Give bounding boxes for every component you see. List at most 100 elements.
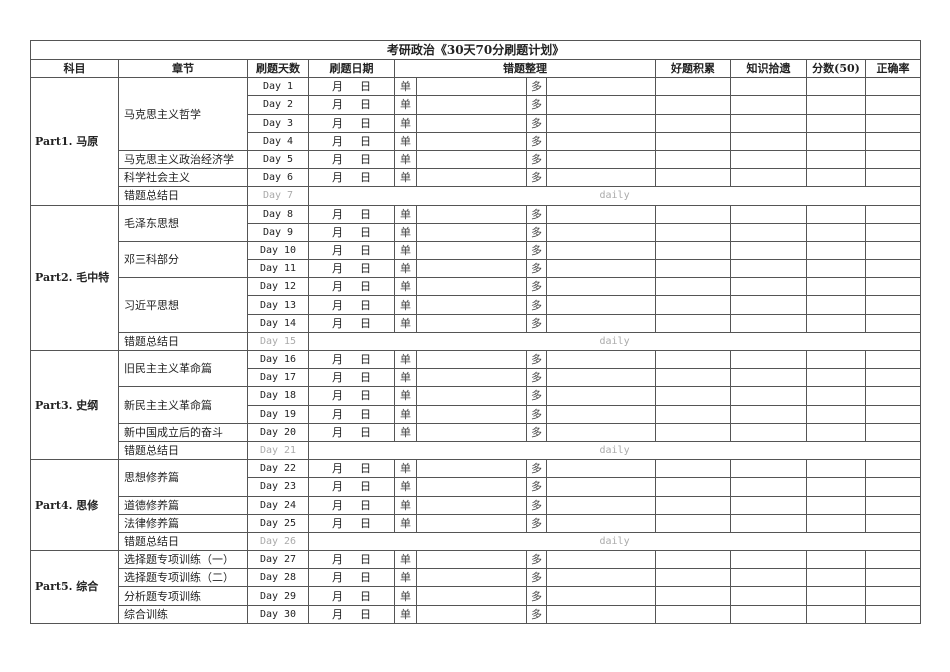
single-choice-input[interactable] [416, 550, 527, 570]
multi-choice-input[interactable] [546, 495, 656, 515]
single-choice-input[interactable] [416, 168, 527, 188]
score-cell[interactable] [806, 604, 866, 624]
knowledge-cell[interactable] [730, 477, 807, 497]
good-questions-cell[interactable] [655, 513, 731, 533]
good-questions-cell[interactable] [655, 604, 731, 624]
single-choice-input[interactable] [416, 586, 527, 606]
single-choice-input[interactable] [416, 131, 527, 151]
good-questions-cell[interactable] [655, 222, 731, 242]
single-choice-input[interactable] [416, 513, 527, 533]
score-cell[interactable] [806, 295, 866, 315]
accuracy-cell[interactable] [864, 77, 922, 97]
single-choice-input[interactable] [416, 95, 527, 115]
single-choice-input[interactable] [416, 459, 527, 479]
accuracy-cell[interactable] [864, 95, 922, 115]
knowledge-cell[interactable] [730, 240, 807, 261]
single-choice-input[interactable] [416, 422, 527, 442]
single-choice-input[interactable] [416, 77, 527, 97]
date-cell[interactable]: 月日 [308, 513, 395, 533]
single-choice-input[interactable] [416, 277, 527, 297]
good-questions-cell[interactable] [655, 349, 731, 370]
good-questions-cell[interactable] [655, 95, 731, 115]
single-choice-input[interactable] [416, 240, 527, 261]
knowledge-cell[interactable] [730, 95, 807, 115]
date-cell[interactable]: 月日 [308, 259, 395, 279]
accuracy-cell[interactable] [864, 168, 922, 188]
score-cell[interactable] [806, 313, 866, 333]
single-choice-input[interactable] [416, 368, 527, 388]
multi-choice-input[interactable] [546, 240, 656, 261]
accuracy-cell[interactable] [864, 295, 922, 315]
score-cell[interactable] [806, 495, 866, 515]
score-cell[interactable] [806, 568, 866, 588]
good-questions-cell[interactable] [655, 77, 731, 97]
score-cell[interactable] [806, 349, 866, 370]
multi-choice-input[interactable] [546, 95, 656, 115]
score-cell[interactable] [806, 277, 866, 297]
knowledge-cell[interactable] [730, 222, 807, 242]
score-cell[interactable] [806, 204, 866, 224]
score-cell[interactable] [806, 368, 866, 388]
knowledge-cell[interactable] [730, 77, 807, 97]
good-questions-cell[interactable] [655, 422, 731, 442]
good-questions-cell[interactable] [655, 204, 731, 224]
score-cell[interactable] [806, 168, 866, 188]
single-choice-input[interactable] [416, 313, 527, 333]
multi-choice-input[interactable] [546, 131, 656, 151]
accuracy-cell[interactable] [864, 240, 922, 261]
accuracy-cell[interactable] [864, 222, 922, 242]
date-cell[interactable]: 月日 [308, 386, 395, 406]
accuracy-cell[interactable] [864, 204, 922, 224]
multi-choice-input[interactable] [546, 586, 656, 606]
date-cell[interactable]: 月日 [308, 586, 395, 606]
accuracy-cell[interactable] [864, 586, 922, 606]
accuracy-cell[interactable] [864, 477, 922, 497]
knowledge-cell[interactable] [730, 422, 807, 442]
score-cell[interactable] [806, 386, 866, 406]
date-cell[interactable]: 月日 [308, 168, 395, 188]
multi-choice-input[interactable] [546, 204, 656, 224]
accuracy-cell[interactable] [864, 422, 922, 442]
score-cell[interactable] [806, 422, 866, 442]
accuracy-cell[interactable] [864, 368, 922, 388]
accuracy-cell[interactable] [864, 550, 922, 570]
accuracy-cell[interactable] [864, 495, 922, 515]
good-questions-cell[interactable] [655, 259, 731, 279]
single-choice-input[interactable] [416, 477, 527, 497]
single-choice-input[interactable] [416, 113, 527, 133]
multi-choice-input[interactable] [546, 550, 656, 570]
accuracy-cell[interactable] [864, 259, 922, 279]
good-questions-cell[interactable] [655, 368, 731, 388]
date-cell[interactable]: 月日 [308, 204, 395, 224]
knowledge-cell[interactable] [730, 295, 807, 315]
daily-cell[interactable]: daily [307, 531, 922, 552]
multi-choice-input[interactable] [546, 259, 656, 279]
multi-choice-input[interactable] [546, 368, 656, 388]
single-choice-input[interactable] [416, 204, 527, 224]
knowledge-cell[interactable] [730, 277, 807, 297]
date-cell[interactable]: 月日 [308, 477, 395, 497]
good-questions-cell[interactable] [655, 113, 731, 133]
multi-choice-input[interactable] [546, 313, 656, 333]
date-cell[interactable]: 月日 [308, 113, 395, 133]
good-questions-cell[interactable] [655, 386, 731, 406]
accuracy-cell[interactable] [864, 349, 922, 370]
single-choice-input[interactable] [416, 295, 527, 315]
single-choice-input[interactable] [416, 222, 527, 242]
score-cell[interactable] [806, 95, 866, 115]
multi-choice-input[interactable] [546, 113, 656, 133]
date-cell[interactable]: 月日 [308, 295, 395, 315]
good-questions-cell[interactable] [655, 550, 731, 570]
accuracy-cell[interactable] [864, 277, 922, 297]
knowledge-cell[interactable] [730, 368, 807, 388]
date-cell[interactable]: 月日 [308, 240, 395, 261]
multi-choice-input[interactable] [546, 386, 656, 406]
good-questions-cell[interactable] [655, 495, 731, 515]
knowledge-cell[interactable] [730, 404, 807, 424]
accuracy-cell[interactable] [864, 568, 922, 588]
single-choice-input[interactable] [416, 404, 527, 424]
score-cell[interactable] [806, 222, 866, 242]
score-cell[interactable] [806, 113, 866, 133]
knowledge-cell[interactable] [730, 259, 807, 279]
multi-choice-input[interactable] [546, 422, 656, 442]
